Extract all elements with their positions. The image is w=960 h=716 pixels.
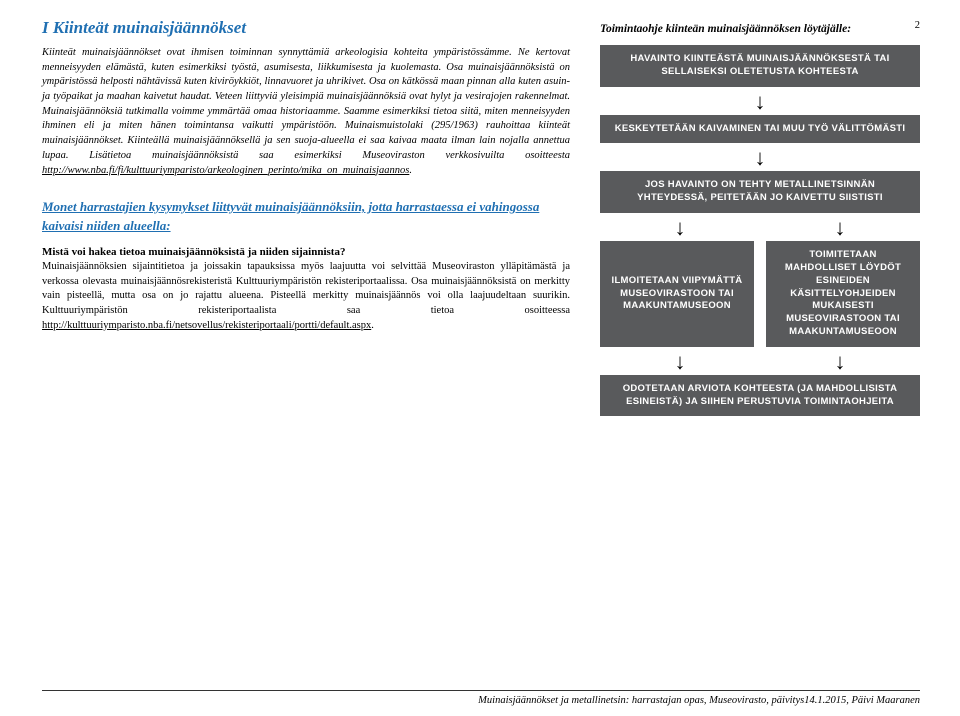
answer-1-link[interactable]: http://kulttuuriymparisto.nba.fi/netsove… — [42, 320, 371, 331]
page-number: 2 — [915, 20, 920, 31]
flow-box-4b: TOIMITETAAN MAHDOLLISET LÖYDÖT ESINEIDEN… — [766, 241, 920, 347]
page-footer: Muinaisjäännökset ja metallinetsin: harr… — [42, 690, 920, 706]
intro-link[interactable]: http://www.nba.fi/fi/kulttuuriymparisto/… — [42, 165, 409, 176]
arrow-icon: ↓ — [755, 91, 766, 113]
flow-box-1: HAVAINTO KIINTEÄSTÄ MUINAISJÄÄNNÖKSESTÄ … — [600, 45, 920, 87]
flow-box-3: JOS HAVAINTO ON TEHTY METALLINETSINNÄN Y… — [600, 171, 920, 213]
arrow-icon: ↓ — [675, 351, 686, 373]
subheading: Monet harrastajien kysymykset liittyvät … — [42, 198, 570, 236]
main-columns: I Kiinteät muinaisjäännökset Kiinteät mu… — [42, 18, 920, 416]
answer-1-text: Muinaisjäännöksien sijaintitietoa ja joi… — [42, 261, 570, 316]
flowchart-title: Toimintaohje kiinteän muinaisjäännöksen … — [600, 23, 920, 35]
arrow-merge: ↓ ↓ — [600, 347, 920, 375]
period: . — [409, 165, 412, 176]
flow-box-4a: ILMOITETAAN VIIPYMÄTTÄ MUSEOVIRASTOON TA… — [600, 241, 754, 347]
intro-paragraph: Kiinteät muinaisjäännökset ovat ihmisen … — [42, 46, 570, 178]
flow-box-5: ODOTETAAN ARVIOTA KOHTEESTA (JA MAHDOLLI… — [600, 375, 920, 417]
flowchart: HAVAINTO KIINTEÄSTÄ MUINAISJÄÄNNÖKSESTÄ … — [600, 45, 920, 416]
left-column: I Kiinteät muinaisjäännökset Kiinteät mu… — [42, 18, 570, 416]
page-title: I Kiinteät muinaisjäännökset — [42, 18, 570, 38]
period2: . — [371, 320, 374, 331]
flow-box-2: KESKEYTETÄÄN KAIVAMINEN TAI MUU TYÖ VÄLI… — [600, 115, 920, 144]
arrow-icon: ↓ — [675, 217, 686, 239]
answer-1: Muinaisjäännöksien sijaintitietoa ja joi… — [42, 260, 570, 333]
arrow-split: ↓ ↓ — [600, 213, 920, 241]
arrow-icon: ↓ — [835, 217, 846, 239]
flow-row-split: ILMOITETAAN VIIPYMÄTTÄ MUSEOVIRASTOON TA… — [600, 241, 920, 347]
arrow-icon: ↓ — [755, 147, 766, 169]
arrow-icon: ↓ — [835, 351, 846, 373]
right-column: Toimintaohje kiinteän muinaisjäännöksen … — [600, 18, 920, 416]
question-1: Mistä voi hakea tietoa muinaisjäännöksis… — [42, 246, 570, 258]
intro-text: Kiinteät muinaisjäännökset ovat ihmisen … — [42, 47, 570, 161]
